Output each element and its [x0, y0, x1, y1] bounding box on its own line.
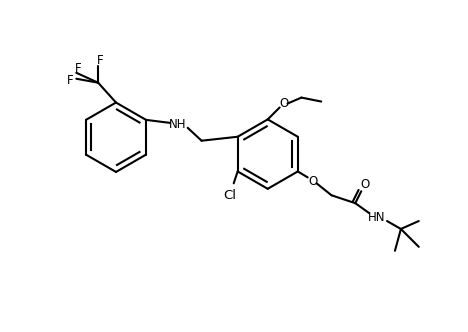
Text: O: O [360, 178, 370, 191]
Text: F: F [97, 54, 103, 67]
Text: F: F [67, 74, 73, 87]
Text: O: O [279, 97, 288, 110]
Text: F: F [75, 62, 81, 75]
Text: Cl: Cl [223, 189, 236, 202]
Text: O: O [308, 175, 317, 188]
Text: NH: NH [169, 118, 187, 131]
Text: HN: HN [368, 210, 386, 223]
